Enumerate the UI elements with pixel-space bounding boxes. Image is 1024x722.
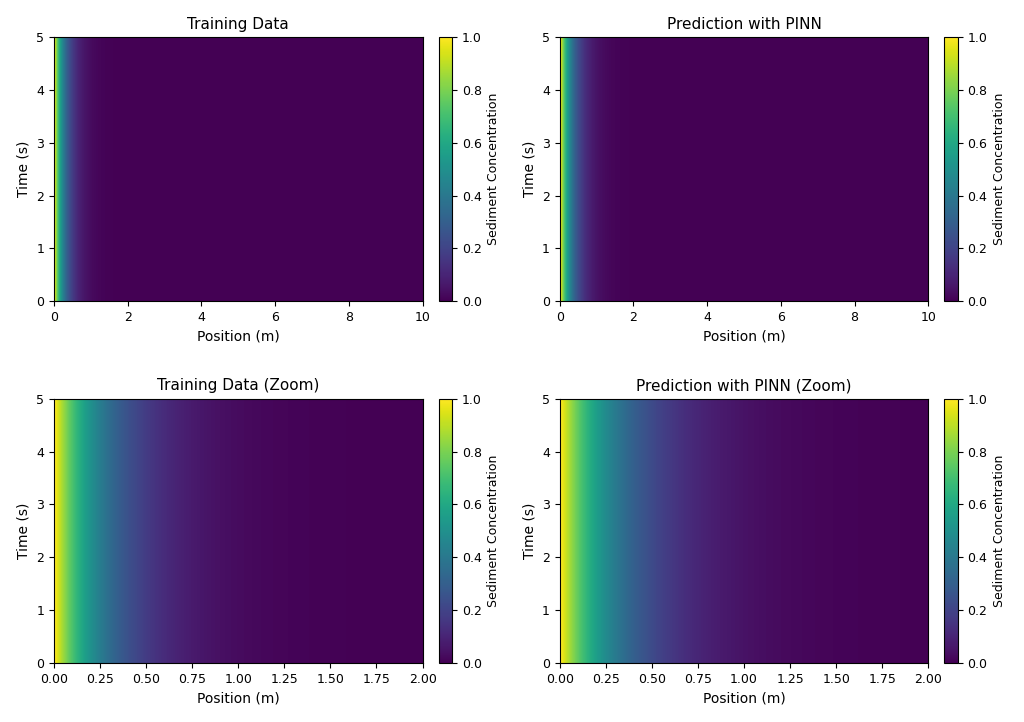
Title: Prediction with PINN: Prediction with PINN: [667, 17, 821, 32]
Y-axis label: Time (s): Time (s): [522, 141, 537, 197]
Title: Prediction with PINN (Zoom): Prediction with PINN (Zoom): [636, 378, 852, 393]
Y-axis label: Time (s): Time (s): [522, 503, 537, 559]
Y-axis label: Sediment Concentration: Sediment Concentration: [993, 455, 1006, 607]
X-axis label: Position (m): Position (m): [197, 692, 280, 705]
Y-axis label: Sediment Concentration: Sediment Concentration: [487, 93, 500, 245]
Title: Training Data (Zoom): Training Data (Zoom): [157, 378, 319, 393]
Y-axis label: Time (s): Time (s): [16, 503, 31, 559]
Y-axis label: Sediment Concentration: Sediment Concentration: [487, 455, 500, 607]
X-axis label: Position (m): Position (m): [197, 330, 280, 344]
Title: Training Data: Training Data: [187, 17, 289, 32]
X-axis label: Position (m): Position (m): [702, 692, 785, 705]
Y-axis label: Time (s): Time (s): [16, 141, 31, 197]
Y-axis label: Sediment Concentration: Sediment Concentration: [993, 93, 1006, 245]
X-axis label: Position (m): Position (m): [702, 330, 785, 344]
